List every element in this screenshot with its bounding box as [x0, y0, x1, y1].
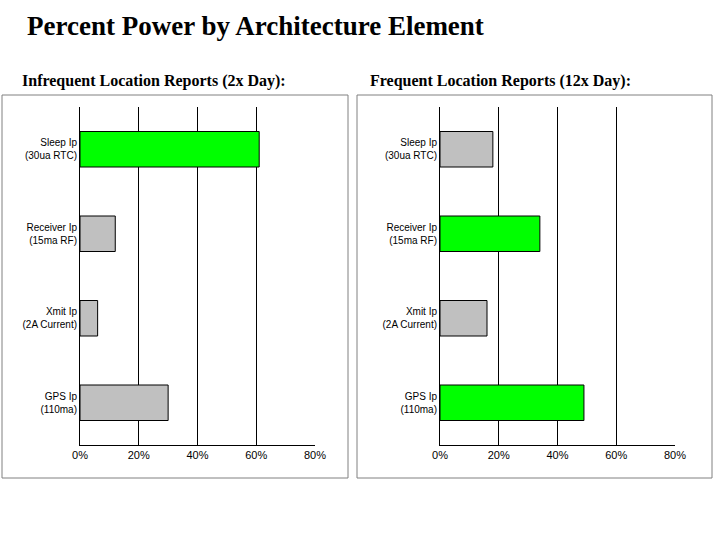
svg-text:40%: 40% [546, 449, 568, 461]
svg-text:Infrequent Location Reports (2: Infrequent Location Reports (2x Day): [22, 72, 286, 90]
svg-text:Receiver Ip(15ma RF): Receiver Ip(15ma RF) [386, 222, 437, 246]
svg-text:80%: 80% [304, 449, 326, 461]
svg-text:Xmit Ip(2A Current): Xmit Ip(2A Current) [23, 306, 78, 330]
svg-text:20%: 20% [128, 449, 150, 461]
svg-text:0%: 0% [72, 449, 88, 461]
svg-text:60%: 60% [245, 449, 267, 461]
svg-text:Percent Power by Architecture: Percent Power by Architecture Element [27, 11, 484, 41]
svg-text:GPS Ip(110ma): GPS Ip(110ma) [401, 391, 438, 415]
svg-text:GPS Ip(110ma): GPS Ip(110ma) [41, 391, 78, 415]
svg-text:Xmit Ip(2A Current): Xmit Ip(2A Current) [383, 306, 438, 330]
svg-text:60%: 60% [605, 449, 627, 461]
svg-text:Sleep Ip(30ua RTC): Sleep Ip(30ua RTC) [25, 137, 77, 161]
svg-text:Frequent Location Reports (12x: Frequent Location Reports (12x Day): [370, 72, 631, 90]
svg-text:80%: 80% [664, 449, 686, 461]
svg-text:20%: 20% [488, 449, 510, 461]
svg-text:Sleep Ip(30ua RTC): Sleep Ip(30ua RTC) [385, 137, 437, 161]
svg-text:0%: 0% [432, 449, 448, 461]
svg-text:40%: 40% [186, 449, 208, 461]
svg-text:Receiver Ip(15ma RF): Receiver Ip(15ma RF) [26, 222, 77, 246]
